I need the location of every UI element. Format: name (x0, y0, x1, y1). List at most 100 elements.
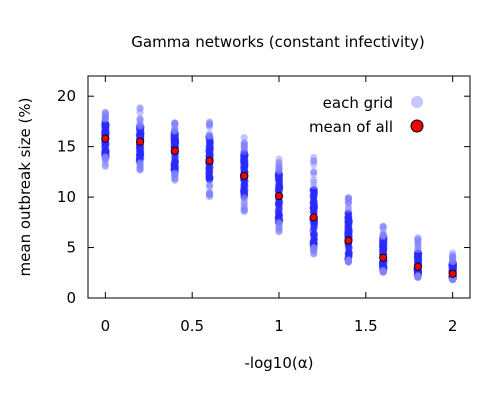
grid-point (344, 194, 353, 202)
grid-point (136, 120, 144, 128)
mean-point (170, 146, 179, 155)
grid-point (344, 258, 353, 266)
grid-point (449, 259, 457, 268)
grid-point (275, 165, 283, 173)
grid-point (101, 113, 109, 121)
grid-point (379, 268, 387, 276)
grid-point (378, 260, 387, 269)
grid-point (310, 247, 318, 256)
grid-point (275, 167, 283, 175)
grid-point (171, 170, 179, 178)
grid-point (171, 125, 179, 134)
grid-point (344, 223, 353, 231)
grid-point (414, 273, 422, 281)
grid-point (449, 253, 457, 261)
grid-point (101, 154, 109, 162)
mean-point (136, 137, 145, 146)
grid-point (171, 175, 179, 183)
y-axis-label: mean outbreak size (%) (16, 98, 34, 277)
grid-point (136, 159, 144, 167)
grid-point (240, 144, 248, 153)
grid-point (171, 171, 179, 179)
grid-point (310, 245, 318, 253)
grid-point (136, 104, 144, 112)
grid-point (449, 257, 457, 266)
grid-point (136, 165, 144, 174)
grid-point (136, 105, 144, 113)
grid-point (240, 193, 248, 202)
grid-point (205, 132, 214, 140)
grid-point (379, 231, 387, 240)
grid-point (275, 226, 283, 234)
grid-point (414, 273, 422, 281)
grid-point (171, 169, 179, 178)
grid-point (414, 273, 422, 281)
grid-point (275, 228, 283, 236)
grid-point (205, 180, 214, 188)
grid-point (344, 257, 353, 265)
grid-point (310, 186, 318, 195)
grid-point (171, 122, 179, 130)
y-tick-label: 15 (57, 138, 76, 156)
grid-point (205, 191, 214, 200)
grid-point (136, 150, 144, 159)
x-tick-label: 1.5 (354, 317, 378, 335)
grid-point (414, 236, 422, 244)
grid-point (310, 176, 318, 184)
grid-point (136, 163, 144, 172)
grid-point (136, 159, 144, 167)
grid-point (135, 158, 143, 166)
grid-point (205, 175, 213, 184)
grid-point (379, 223, 387, 231)
grid-point (310, 250, 318, 258)
grid-point (344, 204, 353, 212)
grid-point (136, 122, 144, 131)
grid-point (379, 268, 387, 276)
grid-point (414, 272, 422, 280)
grid-point (310, 240, 318, 248)
x-tick-label: 1 (274, 317, 284, 335)
grid-point (240, 139, 248, 147)
grid-point (275, 201, 283, 209)
grid-point (240, 133, 248, 142)
legend-label-mean-of-all: mean of all (309, 118, 393, 136)
grid-point (171, 127, 179, 135)
grid-point (379, 223, 387, 231)
grid-point (101, 113, 109, 121)
grid-point (275, 219, 283, 227)
grid-point (344, 198, 353, 207)
grid-point (101, 155, 109, 163)
axis-ticks (88, 76, 470, 299)
legend-label-each-grid: each grid (323, 94, 393, 112)
grid-point (344, 258, 353, 266)
grid-point (171, 171, 179, 179)
grid-point (379, 268, 387, 276)
grid-point (240, 144, 248, 152)
grid-point (136, 116, 144, 124)
grid-point (205, 188, 214, 197)
mean-point (344, 236, 353, 245)
mean-point (101, 134, 110, 143)
grid-point (136, 159, 144, 168)
grid-point (171, 171, 179, 179)
grid-point (414, 245, 422, 254)
grid-point (171, 121, 179, 129)
grid-point (310, 168, 318, 176)
grid-point (379, 230, 387, 238)
grid-point (136, 162, 144, 170)
grid-point (205, 189, 214, 197)
grid-point (379, 231, 387, 239)
grid-point (379, 268, 387, 276)
grid-point (344, 258, 353, 266)
grid-point (240, 141, 248, 150)
grid-point (136, 164, 144, 172)
grid-point (205, 131, 214, 140)
grid-point (101, 156, 109, 164)
y-tick-label: 20 (57, 87, 76, 105)
grid-point (101, 162, 109, 171)
grid-point (414, 236, 422, 244)
grid-point (414, 245, 422, 253)
grid-point (205, 119, 214, 127)
grid-point (275, 220, 283, 228)
